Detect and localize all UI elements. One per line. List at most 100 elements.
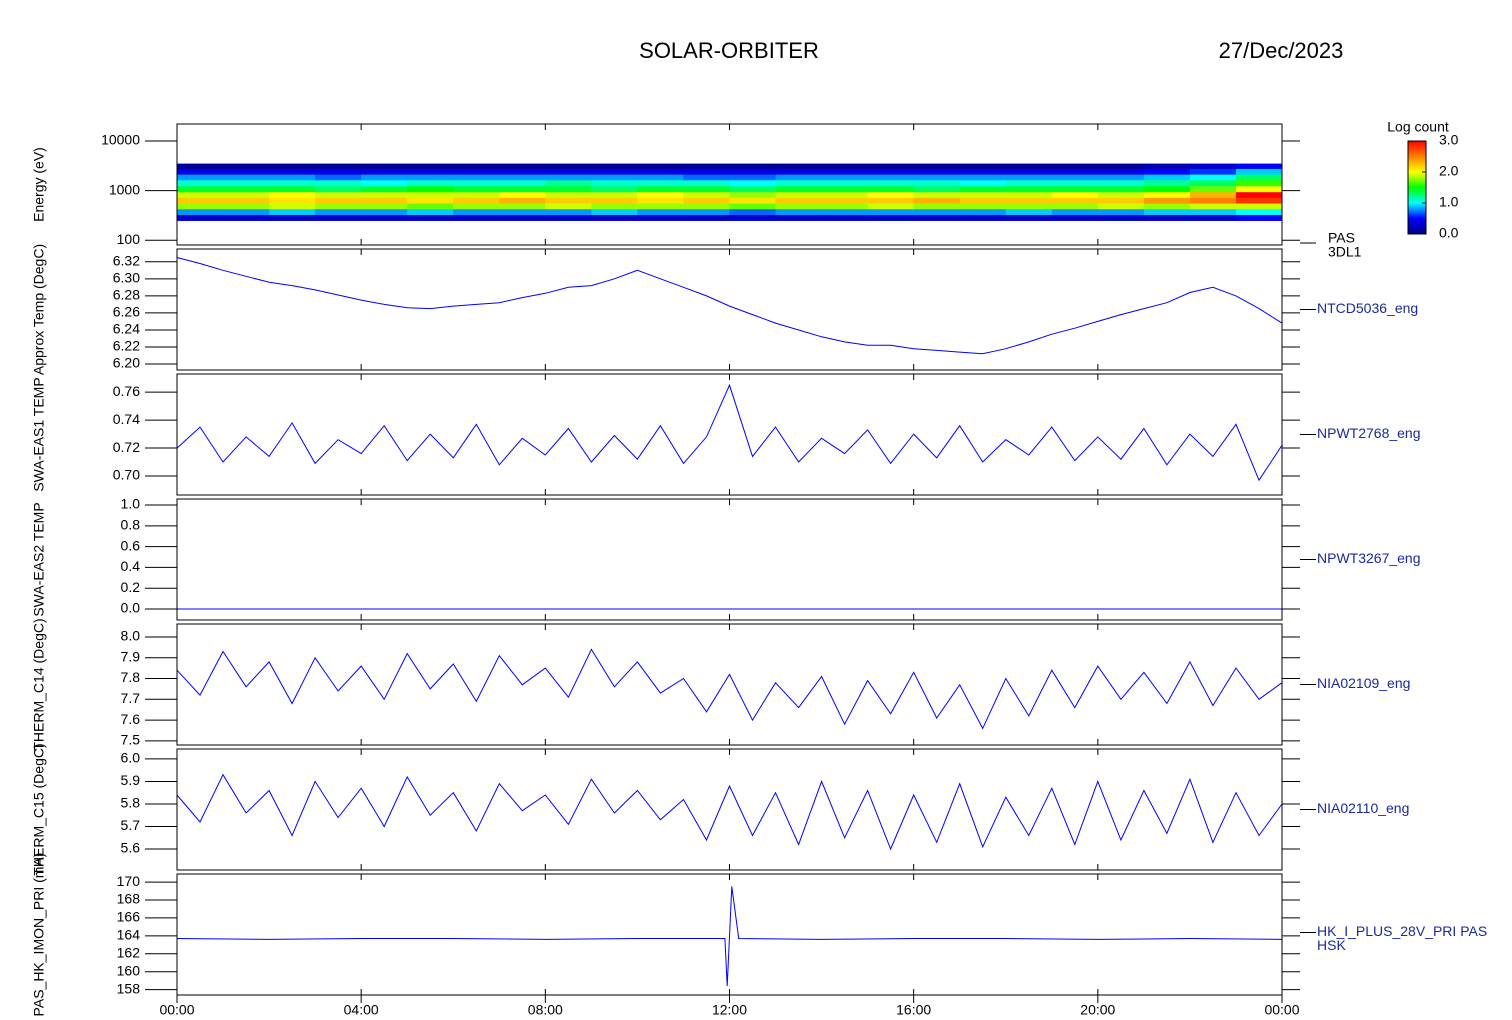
heat-cell	[407, 179, 454, 187]
heat-cell	[729, 191, 777, 198]
y-tick-label: 7.7	[121, 690, 141, 706]
heat-cell	[407, 174, 454, 181]
heat-cell	[453, 214, 500, 221]
heat-cell	[729, 203, 777, 210]
heat-cell	[1143, 191, 1191, 198]
heat-cell	[913, 185, 961, 193]
y-tick-label: 164	[117, 927, 141, 943]
heat-cell	[821, 203, 869, 210]
heat-cell	[821, 208, 869, 215]
panel-label: NPWT3267_eng	[1317, 550, 1421, 566]
heat-cell	[1097, 185, 1145, 193]
y-tick-label: 7.9	[121, 648, 141, 664]
heat-cell	[1005, 168, 1053, 175]
y-tick-label: 0.0	[121, 600, 141, 616]
heat-cell	[177, 179, 224, 187]
heat-cell	[177, 197, 224, 204]
heat-cell	[729, 163, 777, 169]
heat-cell	[269, 168, 316, 175]
y-tick-label: 0.8	[121, 517, 141, 533]
heat-cell	[775, 168, 823, 175]
heat-cell	[683, 179, 730, 187]
colorbar	[1407, 140, 1427, 235]
y-tick-label: 5.8	[121, 795, 141, 811]
heat-cell	[499, 185, 546, 193]
heat-cell	[1189, 214, 1237, 221]
heat-cell	[407, 163, 454, 169]
heat-cell	[1005, 197, 1053, 204]
heat-cell	[407, 214, 454, 221]
heat-cell	[637, 179, 684, 187]
heat-cell	[959, 203, 1007, 210]
heat-cell	[683, 174, 730, 181]
heat-cell	[637, 185, 684, 193]
heat-cell	[959, 185, 1007, 193]
y-tick-label: 6.30	[113, 270, 140, 286]
heat-cell	[637, 214, 684, 221]
heat-cell	[637, 197, 684, 204]
heat-cell	[269, 185, 316, 193]
heat-cell	[1051, 168, 1099, 175]
heat-cell	[1189, 197, 1237, 204]
heat-cell	[959, 208, 1007, 215]
heat-cell	[545, 197, 592, 204]
y-tick-label: 0.4	[121, 558, 141, 574]
heat-cell	[361, 174, 408, 181]
heat-cell	[775, 163, 823, 169]
y-tick-label: 7.6	[121, 711, 141, 727]
heat-cell	[775, 185, 823, 193]
panel-label: NPWT2768_eng	[1317, 425, 1421, 441]
heat-cell	[453, 163, 500, 169]
heat-cell	[1051, 163, 1099, 169]
x-tick-label: 12:00	[712, 1002, 747, 1018]
heat-cell	[499, 174, 546, 181]
heat-cell	[821, 214, 869, 221]
heat-cell	[1097, 214, 1145, 221]
heat-cell	[959, 163, 1007, 169]
panel-label: PAS	[1328, 230, 1355, 246]
heat-cell	[775, 203, 823, 210]
heat-cell	[453, 191, 500, 198]
y-tick-label: 5.6	[121, 840, 141, 856]
heat-cell	[1143, 174, 1191, 181]
heat-cell	[959, 214, 1007, 221]
y-tick-label: 1000	[109, 181, 140, 197]
heat-cell	[269, 174, 316, 181]
data-line	[176, 648, 1283, 730]
heat-cell	[223, 214, 270, 221]
heat-cell	[1143, 214, 1191, 221]
page-title: SOLAR-ORBITER	[639, 38, 819, 63]
heat-cell	[729, 185, 777, 193]
heat-cell	[453, 185, 500, 193]
heat-cell	[361, 163, 408, 169]
heat-cell	[913, 168, 961, 175]
x-tick-label: 20:00	[1080, 1002, 1115, 1018]
panel-label: NIA02110_eng	[1317, 800, 1409, 816]
heat-cell	[591, 163, 638, 169]
panel-label: HK_I_PLUS_28V_PRI PAS	[1317, 923, 1487, 939]
heat-cell	[913, 163, 961, 169]
heat-cell	[1189, 191, 1237, 198]
heat-cell	[913, 208, 961, 215]
heat-cell	[591, 191, 638, 198]
heat-cell	[821, 185, 869, 193]
heat-cell	[683, 203, 730, 210]
heat-cell	[499, 163, 546, 169]
heat-cell	[269, 203, 316, 210]
y-tick-label: 7.8	[121, 669, 141, 685]
heat-cell	[591, 208, 638, 215]
heat-cell	[223, 203, 270, 210]
panel-label: NIA02109_eng	[1317, 675, 1410, 691]
y-axis-label: PAS_HK_IMON_PRI (mA)	[31, 853, 47, 1017]
y-tick-label: 170	[117, 873, 141, 889]
heat-cell	[1235, 214, 1283, 221]
y-tick-label: 6.20	[113, 355, 140, 371]
heat-cell	[959, 191, 1007, 198]
heat-cell	[361, 191, 408, 198]
x-tick-label: 00:00	[1264, 1002, 1299, 1018]
heat-cell	[1189, 168, 1237, 175]
heat-cell	[407, 208, 454, 215]
heat-cell	[729, 179, 777, 187]
heat-cell	[683, 191, 730, 198]
heat-cell	[637, 168, 684, 175]
